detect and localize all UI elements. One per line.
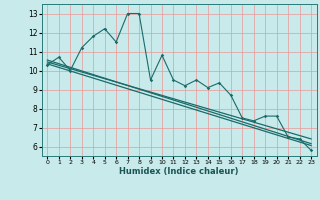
X-axis label: Humidex (Indice chaleur): Humidex (Indice chaleur) (119, 167, 239, 176)
